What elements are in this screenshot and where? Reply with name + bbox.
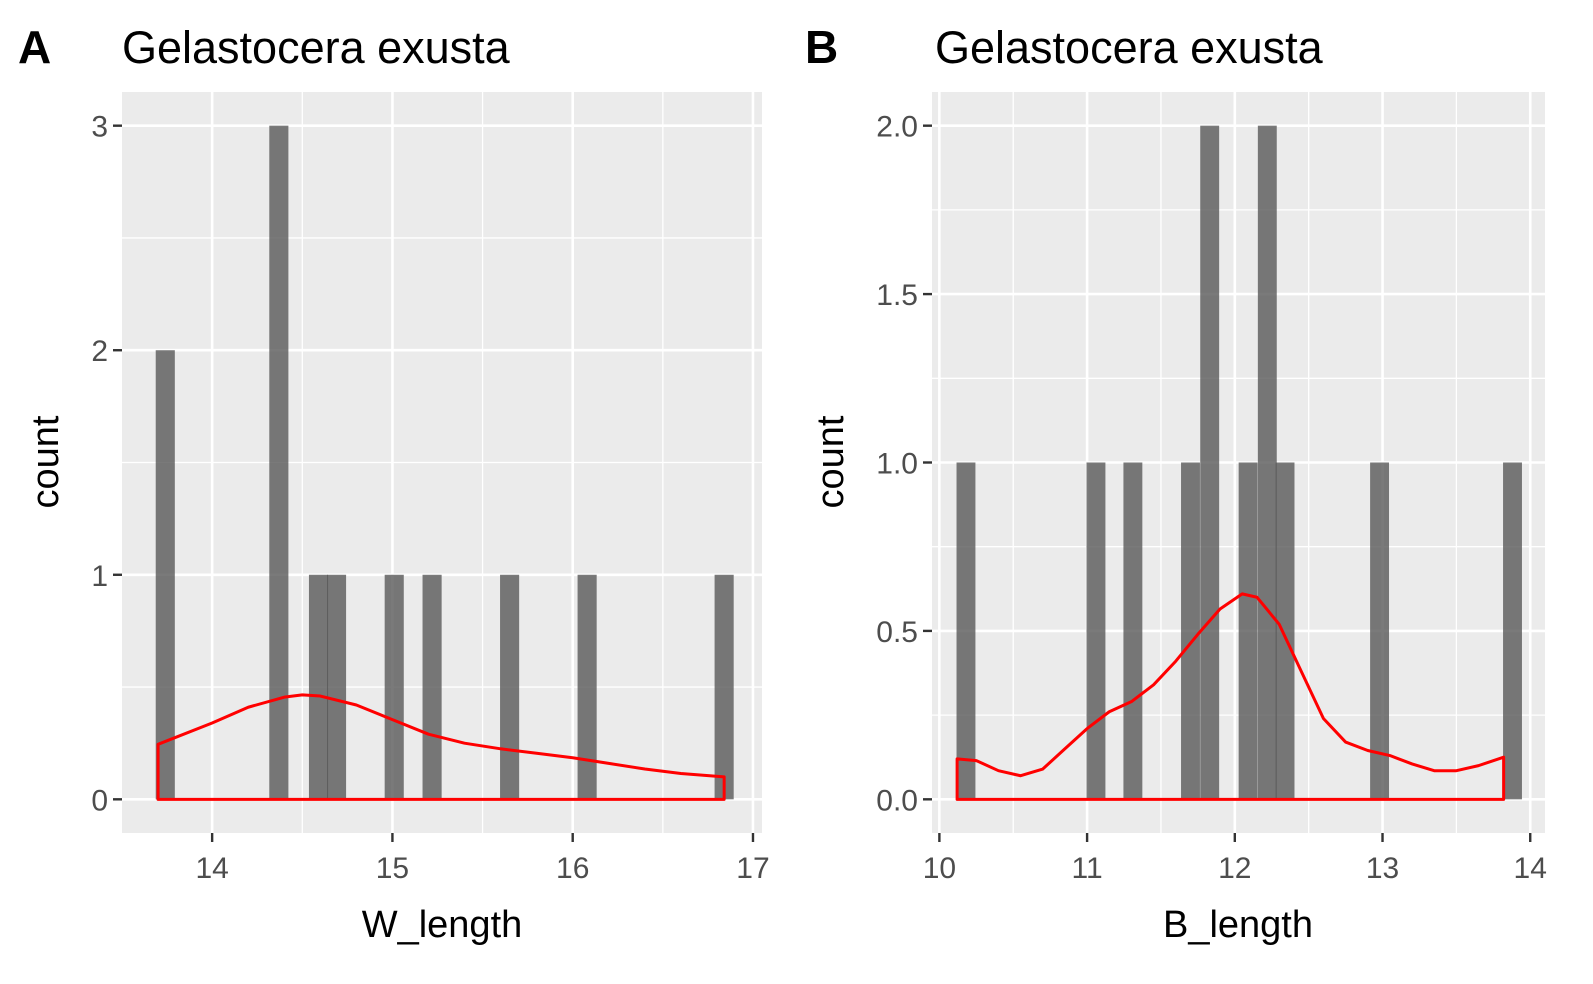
density-curve [156, 693, 726, 801]
chart-panel-a: 0 1 2 3 14 15 16 17 A Gelastocera exusta W_length c… [18, 21, 770, 946]
x-tick-label: 14 [195, 852, 228, 885]
x-tick-label: 17 [736, 852, 769, 885]
histogram-bar [500, 574, 520, 800]
x-tick-label: 10 [923, 852, 956, 885]
chart-panel-b: 0.0 0.5 1.0 1.5 2.0 10 11 12 13 14 B Gelastocera ex… [805, 21, 1547, 946]
x-tick-label: 15 [376, 852, 409, 885]
histogram-bar [956, 462, 976, 800]
histogram-bar [1370, 462, 1390, 800]
histogram-bar [308, 574, 329, 800]
x-tick-label: 11 [1072, 852, 1103, 885]
x-axis-title: W_length [362, 904, 523, 946]
histogram-bar [1086, 462, 1106, 800]
histogram-bar [422, 574, 442, 800]
y-tick-label: 0 [91, 784, 108, 817]
y-tick-label: 0.5 [876, 616, 918, 649]
x-tick-label: 14 [1514, 852, 1547, 885]
histogram-bar [577, 574, 597, 800]
x-axis-title: B_length [1163, 904, 1313, 946]
histogram-bar [269, 125, 289, 800]
histogram-bar [326, 574, 347, 800]
y-tick-label: 0.0 [876, 784, 918, 817]
histogram-bar [1275, 462, 1295, 800]
panel-tag: A [18, 21, 51, 73]
y-axis-title: count [25, 415, 67, 508]
histogram-bar [1200, 125, 1220, 800]
y-tick-label: 1.0 [876, 448, 918, 481]
y-tick-label: 2 [91, 335, 108, 368]
histogram-bar [1257, 125, 1277, 800]
y-tick-label: 1.5 [876, 279, 918, 312]
histogram-bar [155, 350, 175, 800]
histogram-bar [714, 574, 734, 800]
x-tick-label: 12 [1218, 852, 1251, 885]
y-tick-label: 1 [91, 560, 108, 593]
x-tick-label: 13 [1366, 852, 1399, 885]
y-tick-label: 3 [91, 111, 108, 144]
histogram-bar [1123, 462, 1143, 800]
density-curve [955, 592, 1506, 801]
histogram-bar [1181, 462, 1200, 800]
histogram-bar [1503, 462, 1522, 800]
chart-title: Gelastocera exusta [122, 22, 511, 73]
histogram-bar [384, 574, 404, 800]
histogram-bar [1238, 462, 1258, 800]
y-axis-title: count [810, 415, 852, 508]
panel-tag: B [805, 21, 838, 73]
chart-title: Gelastocera exusta [935, 22, 1324, 73]
x-tick-label: 16 [556, 852, 589, 885]
y-tick-label: 2.0 [876, 111, 918, 144]
